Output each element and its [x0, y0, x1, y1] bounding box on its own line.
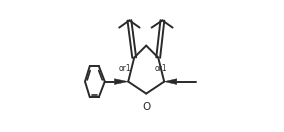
Text: or1: or1	[155, 64, 168, 73]
Polygon shape	[164, 79, 177, 84]
Text: O: O	[142, 102, 150, 112]
Text: or1: or1	[118, 64, 131, 73]
Polygon shape	[114, 79, 128, 84]
